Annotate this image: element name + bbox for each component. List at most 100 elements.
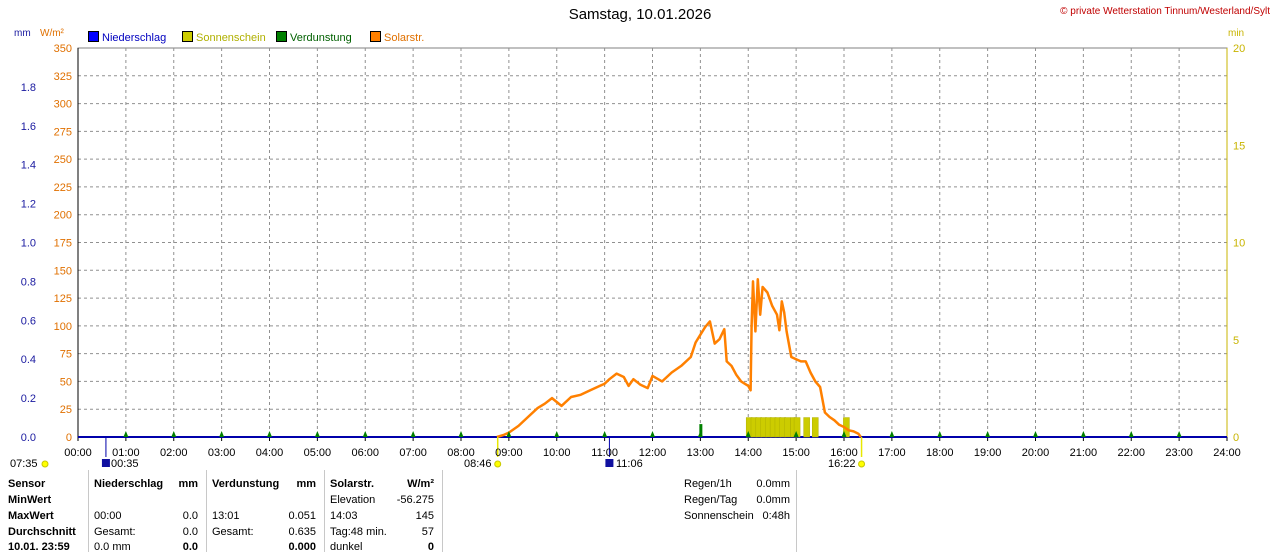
summary-value: 0:48h	[762, 510, 790, 522]
y-tick-label-wm2: 75	[60, 349, 72, 361]
evaporation-mark	[171, 431, 177, 437]
unit-mm-label: mm	[14, 28, 31, 39]
x-tick-label: 15:00	[782, 447, 810, 459]
legend-label: Verdunstung	[290, 32, 352, 44]
solar-line	[496, 277, 862, 439]
stats-cell-c1u: mm	[178, 478, 198, 490]
evaporation-mark	[937, 431, 943, 437]
evaporation-mark	[889, 431, 895, 437]
legend-label: Solarstr.	[384, 32, 425, 44]
event-moon2-time: 11:06	[616, 458, 643, 470]
evaporation-mark	[841, 431, 847, 437]
stats-cell-c1u: 0.0	[182, 526, 198, 538]
y-tick-label-min: 5	[1233, 335, 1239, 347]
stats-cell-c3u: 0	[427, 541, 434, 553]
chart-title: Samstag, 10.01.2026	[568, 6, 712, 23]
stats-cell-c1: Gesamt:	[94, 526, 136, 538]
y-tick-label-wm2: 25	[60, 404, 72, 416]
evaporation-mark	[506, 431, 512, 437]
y-tick-label-mm: 1.2	[21, 199, 36, 211]
evaporation-mark	[1176, 431, 1182, 437]
evaporation-mark	[985, 431, 991, 437]
stats-cell-label: MaxWert	[8, 510, 54, 522]
y-tick-label-min: 10	[1233, 238, 1245, 250]
event-moon1-time: 00:35	[111, 458, 139, 470]
y-tick-label-wm2: 250	[54, 154, 72, 166]
summary-label: Regen/Tag	[684, 494, 738, 506]
evaporation-mark	[1033, 431, 1038, 437]
y-tick-label-wm2: 50	[60, 376, 72, 388]
dawn-icon	[41, 460, 49, 468]
stats-cell-c3: Solarstr.	[330, 478, 375, 490]
x-tick-label: 00:00	[64, 447, 92, 459]
moon-icon	[605, 459, 614, 467]
x-tick-label: 13:00	[687, 447, 715, 459]
stats-cell-c2u: 0.635	[288, 526, 316, 538]
x-tick-label: 14:00	[734, 447, 762, 459]
weather-chart: 00:00 01:00 02:00 03:00 04:00 05:00 06:00 07:00…	[21, 43, 1246, 468]
y-tick-label-min: 20	[1233, 43, 1245, 55]
legend-solarstr: Solarstr.	[370, 31, 424, 44]
y-tick-label-mm: 0.8	[21, 276, 36, 288]
sunshine-bar	[803, 417, 810, 438]
y-tick-label-wm2: 225	[54, 182, 72, 194]
evaporation-mark	[554, 431, 560, 437]
chart-series	[41, 277, 1182, 468]
stats-cell-label: MinWert	[8, 494, 52, 506]
legend-sonnenschein: Sonnenschein	[182, 31, 266, 44]
stats-cell-c1: 0.0 mm	[94, 541, 131, 553]
x-tick-label: 17:00	[878, 447, 906, 459]
moon-icon	[101, 459, 110, 467]
evaporation-mark	[458, 431, 464, 437]
x-tick-label: 16:00	[830, 447, 858, 459]
y-tick-label-min: 0	[1233, 432, 1239, 444]
y-tick-label-mm: 1.8	[21, 82, 36, 94]
stats-cell-c1u: 0.0	[182, 541, 198, 553]
x-tick-label: 09:00	[495, 447, 523, 459]
x-tick-label: 12:00	[639, 447, 667, 459]
x-tick-label: 22:00	[1117, 447, 1145, 459]
event-sunset-time: 16:22	[828, 458, 856, 470]
y-tick-label-wm2: 200	[54, 210, 72, 222]
stats-cell-c1: Niederschlag	[94, 478, 164, 490]
y-tick-label-wm2: 300	[54, 99, 72, 111]
y-tick-label-mm: 1.0	[21, 238, 36, 250]
stats-cell-c1: 00:00	[94, 510, 122, 522]
unit-wm2-label: W/m²	[40, 28, 64, 39]
x-tick-label: 18:00	[926, 447, 954, 459]
y-tick-label-min: 15	[1233, 140, 1245, 152]
chart-labels: 00:00 01:00 02:00 03:00 04:00 05:00 06:00 07:00…	[21, 43, 1246, 459]
legend-label: Niederschlag	[102, 32, 167, 44]
evaporation-mark	[1128, 431, 1134, 437]
stats-cell-c3: Tag:48 min.	[330, 526, 387, 538]
x-tick-label: 03:00	[208, 447, 236, 459]
copyright-text: © private Wetterstation Tinnum/Westerlan…	[1060, 6, 1270, 17]
legend-swatch	[182, 31, 193, 42]
evaporation-mark	[314, 431, 320, 437]
stats-cell-label: Durchschnitt	[8, 526, 76, 538]
legend-verdunstung: Verdunstung	[276, 31, 352, 44]
x-tick-label: 10:00	[543, 447, 571, 459]
evaporation-mark	[267, 431, 272, 437]
y-tick-label-wm2: 175	[54, 238, 72, 250]
y-tick-label-wm2: 325	[54, 71, 72, 83]
evaporation-mark	[410, 431, 416, 437]
evaporation-mark	[1080, 431, 1086, 437]
evaporation-mark	[793, 431, 799, 437]
y-tick-label-mm: 1.4	[21, 160, 36, 172]
legend-label: Sonnenschein	[196, 32, 266, 44]
stats-cell-c3u: -56.275	[396, 494, 434, 506]
evaporation-mark	[362, 431, 368, 437]
x-tick-label: 20:00	[1022, 447, 1050, 459]
x-tick-label: 07:00	[399, 447, 427, 459]
x-tick-label: 19:00	[974, 447, 1002, 459]
chart-grid	[77, 47, 1228, 438]
stats-cell-c2u: 0.000	[288, 541, 316, 553]
stats-cell-c2: Verdunstung	[212, 478, 280, 490]
summary-value: 0.0mm	[756, 494, 790, 506]
legend-swatch	[88, 31, 99, 42]
evaporation-mark	[650, 431, 655, 437]
y-tick-label-mm: 0.6	[21, 315, 36, 327]
stats-cell-c1u: 0.0	[182, 510, 198, 522]
x-tick-label: 02:00	[160, 447, 188, 459]
